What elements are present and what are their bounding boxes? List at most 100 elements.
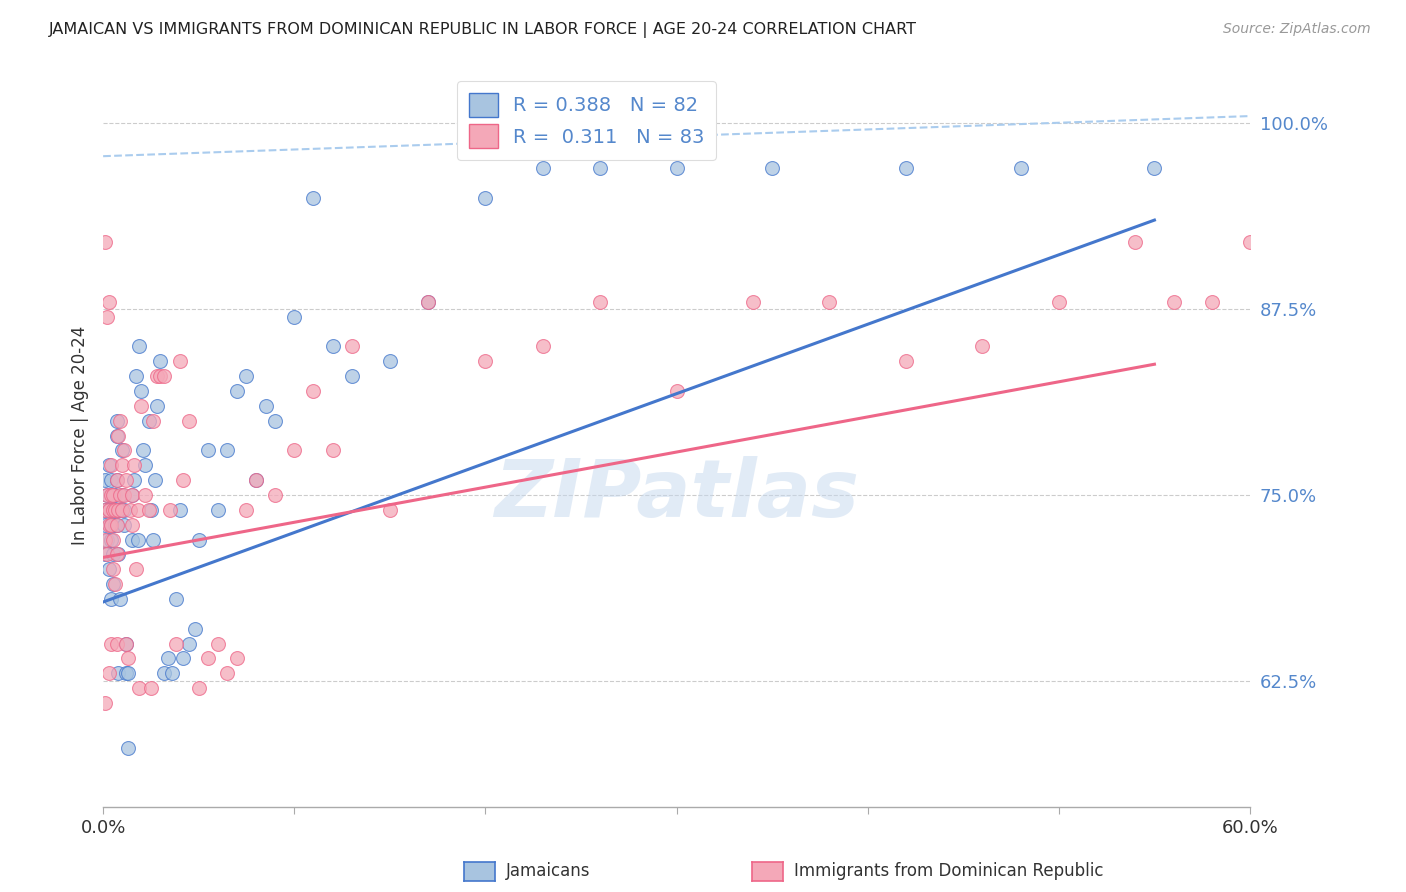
Point — [97, 503, 120, 517]
Point — [416, 294, 439, 309]
Point — [761, 161, 783, 175]
Point — [97, 666, 120, 681]
Text: Jamaicans: Jamaicans — [506, 863, 591, 880]
Point — [96, 488, 118, 502]
Point — [134, 488, 156, 502]
Point — [105, 517, 128, 532]
Point — [101, 562, 124, 576]
Point — [139, 503, 162, 517]
Point — [217, 666, 239, 681]
Point — [169, 354, 191, 368]
Point — [172, 651, 194, 665]
Point — [121, 533, 143, 547]
Point — [101, 488, 124, 502]
Point — [235, 369, 257, 384]
Text: JAMAICAN VS IMMIGRANTS FROM DOMINICAN REPUBLIC IN LABOR FORCE | AGE 20-24 CORREL: JAMAICAN VS IMMIGRANTS FROM DOMINICAN RE… — [49, 22, 917, 38]
Point — [118, 503, 141, 517]
Point — [124, 369, 146, 384]
Point — [321, 443, 343, 458]
Point — [143, 473, 166, 487]
Point — [105, 517, 128, 532]
Point — [101, 577, 124, 591]
Point — [112, 503, 135, 517]
Point — [127, 533, 149, 547]
Point — [104, 503, 127, 517]
Point — [100, 517, 122, 532]
Text: Immigrants from Dominican Republic: Immigrants from Dominican Republic — [794, 863, 1104, 880]
Point — [131, 399, 153, 413]
Point — [160, 666, 183, 681]
Point — [101, 533, 124, 547]
Point — [111, 458, 134, 473]
Point — [96, 310, 118, 324]
Point — [122, 473, 145, 487]
Point — [416, 294, 439, 309]
Point — [101, 488, 124, 502]
Point — [169, 503, 191, 517]
Point — [97, 458, 120, 473]
Point — [112, 517, 135, 532]
Point — [100, 517, 122, 532]
Point — [145, 369, 167, 384]
Point — [226, 651, 249, 665]
Point — [142, 414, 165, 428]
Point — [589, 161, 612, 175]
Point — [302, 191, 325, 205]
Point — [134, 458, 156, 473]
Point — [235, 503, 257, 517]
Point — [1010, 161, 1032, 175]
Point — [153, 369, 176, 384]
Point — [110, 414, 132, 428]
Point — [1201, 294, 1223, 309]
Point — [128, 681, 150, 695]
Point — [264, 488, 287, 502]
Point — [101, 503, 124, 517]
Point — [97, 503, 120, 517]
Point — [110, 592, 132, 607]
Legend: R = 0.388   N = 82, R =  0.311   N = 83: R = 0.388 N = 82, R = 0.311 N = 83 — [457, 81, 716, 160]
Point — [96, 488, 118, 502]
Point — [94, 503, 117, 517]
Point — [972, 339, 994, 353]
Point — [107, 548, 129, 562]
Point — [94, 533, 117, 547]
Point — [894, 161, 917, 175]
Point — [100, 488, 122, 502]
Point — [111, 488, 134, 502]
Point — [97, 562, 120, 576]
Point — [321, 339, 343, 353]
Point — [94, 548, 117, 562]
Point — [94, 473, 117, 487]
Point — [101, 503, 124, 517]
Point — [254, 399, 277, 413]
Point — [97, 294, 120, 309]
Point — [531, 161, 554, 175]
Point — [104, 517, 127, 532]
Point — [112, 488, 135, 502]
Point — [302, 384, 325, 398]
Point — [100, 458, 122, 473]
Point — [107, 428, 129, 442]
Point — [742, 294, 765, 309]
Point — [115, 637, 138, 651]
Point — [117, 740, 139, 755]
Point — [122, 458, 145, 473]
Point — [105, 428, 128, 442]
Point — [157, 651, 180, 665]
Point — [187, 681, 209, 695]
Point — [184, 622, 207, 636]
Point — [217, 443, 239, 458]
Point — [159, 503, 181, 517]
Point — [124, 562, 146, 576]
Point — [245, 473, 267, 487]
Point — [1047, 294, 1070, 309]
Point — [104, 488, 127, 502]
Point — [104, 577, 127, 591]
Point — [105, 637, 128, 651]
Point — [94, 696, 117, 710]
Point — [172, 473, 194, 487]
Point — [97, 517, 120, 532]
Point — [1123, 235, 1146, 250]
Point — [132, 443, 155, 458]
Point — [283, 443, 305, 458]
